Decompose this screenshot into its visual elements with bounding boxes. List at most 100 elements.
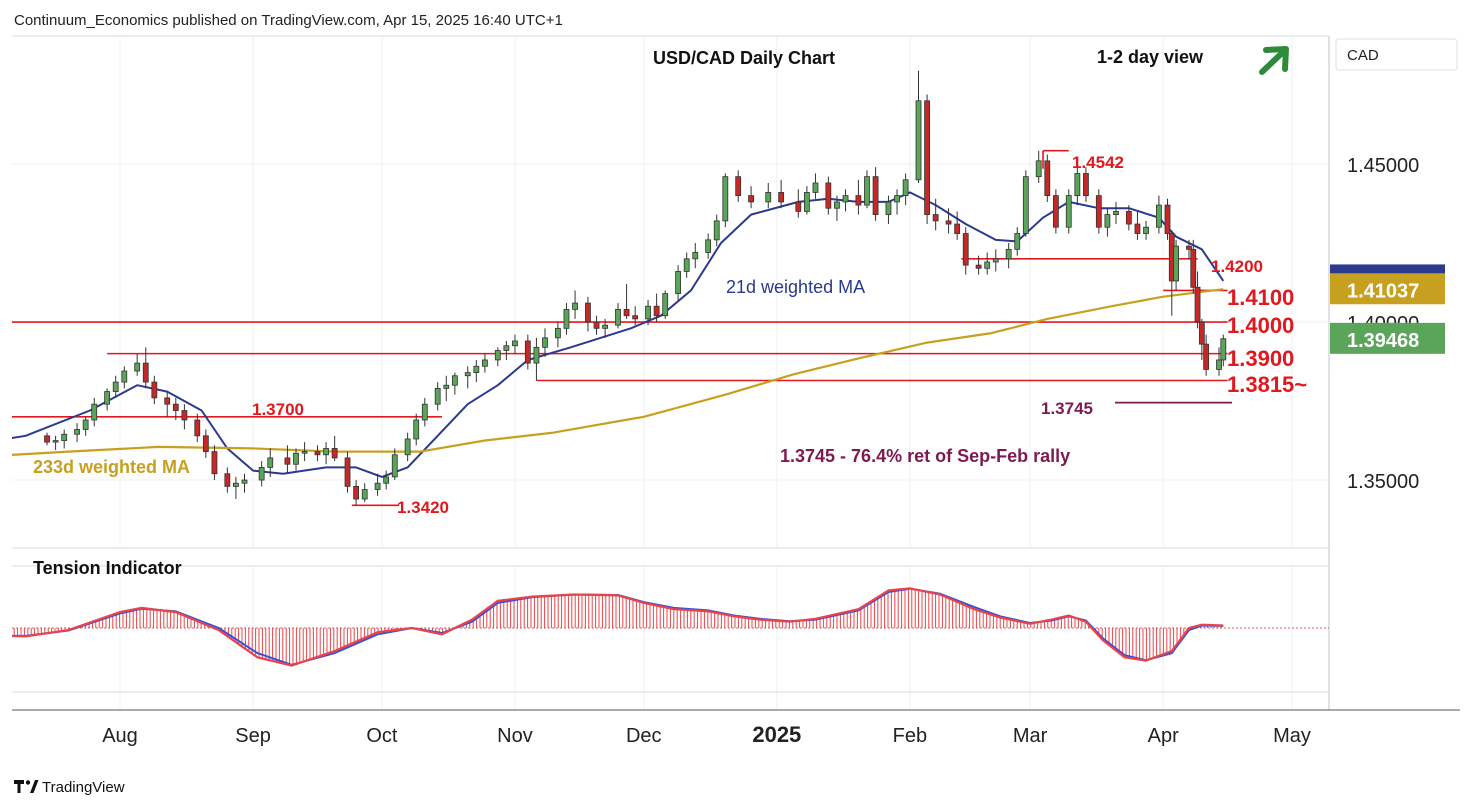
candle [864,170,870,209]
candle [825,176,832,215]
fib-level-label: 1.3745 [1041,399,1093,418]
candle [142,347,149,389]
tension-title: Tension Indicator [33,558,182,578]
candle [172,397,179,420]
time-tick-label: 2025 [752,722,801,747]
fib-note: 1.3745 - 76.4% ret of Sep-Feb rally [780,446,1070,466]
candle [211,445,218,481]
candle [52,435,59,451]
level-label: 1.3700 [252,400,304,419]
candle [533,337,540,381]
candle [1052,189,1059,234]
candle [1035,150,1042,183]
candle [121,366,128,389]
candle [735,170,742,202]
time-tick-label: May [1273,725,1311,747]
candle [494,347,501,367]
candle [164,391,171,417]
candle [1156,195,1162,234]
candle [894,189,900,215]
time-tick-label: Apr [1148,725,1179,747]
tension-red-line [12,587,1224,667]
candle [945,208,952,234]
level-label: 1.3420 [397,498,449,517]
candle [778,179,785,209]
candle [924,94,930,225]
candle [391,448,398,481]
price-badge: 1.39468 [1330,322,1445,354]
candle [1044,154,1051,202]
candle [104,388,111,411]
candle [992,249,999,272]
price-badge-label: 1.39468 [1347,330,1419,352]
candle [61,429,68,449]
candle [645,299,651,326]
candle [765,182,772,209]
candle [902,173,909,206]
candle [1005,243,1012,269]
candle [194,413,201,443]
level-label: 1.4000 [1227,313,1294,338]
candle [1125,205,1132,231]
candle [404,432,411,462]
candle [623,284,630,319]
candle [812,173,819,199]
candle [74,423,80,443]
candle [434,382,441,411]
candle [585,296,591,332]
candle [1134,211,1141,240]
time-tick-label: Aug [102,725,138,747]
level-label: 1.4200 [1211,257,1263,276]
candle [293,448,299,471]
candle [267,448,274,477]
candle [464,366,471,389]
candle [1113,201,1119,225]
price-tick-label: 1.45000 [1347,155,1419,177]
candle [722,173,729,228]
candle [1074,164,1081,206]
footer-brand: TradingView [42,779,125,796]
candle [524,334,531,370]
candle [1022,170,1029,237]
ma21-label: 21d weighted MA [726,277,865,297]
candle [1198,318,1205,360]
level-label: 1.4100 [1227,285,1294,310]
candle [503,340,510,360]
candle [1203,334,1210,376]
candle [572,290,578,319]
candle [284,445,291,474]
time-tick-label: Nov [497,725,533,747]
candle [602,318,609,338]
candle [632,306,639,326]
candle [554,322,561,348]
candle [803,186,810,215]
candle [1220,334,1227,367]
candle [181,404,188,430]
time-tick-label: Dec [626,725,662,747]
candle [915,70,922,183]
candle [1190,239,1197,294]
candle [233,476,239,500]
candle [1216,347,1222,376]
candle [1186,239,1192,259]
candle [662,290,669,319]
candlesticks [44,70,1227,506]
candle [683,252,690,278]
candle [301,442,308,462]
candle [885,195,892,225]
candle [82,416,89,436]
candle [451,372,458,395]
candle [1143,220,1149,240]
price-tick-label: 1.35000 [1347,471,1419,493]
candle [615,303,621,329]
candle [1164,198,1171,240]
candle [842,189,849,212]
level-label: 1.4542 [1072,153,1124,172]
currency-box[interactable] [1335,38,1458,71]
candle [1065,189,1072,234]
candle [975,255,982,275]
candle [962,227,969,275]
